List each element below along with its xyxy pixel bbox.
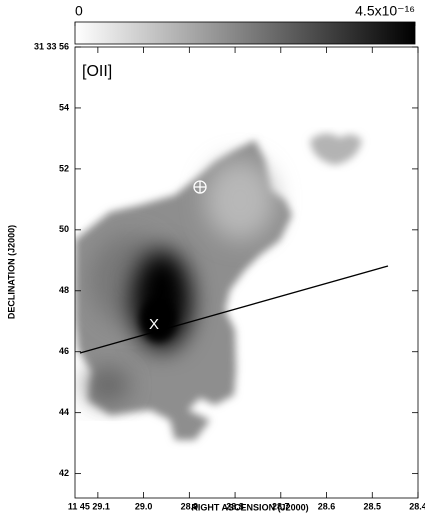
- x-tick-label: 28.7: [272, 501, 290, 511]
- colorbar-label: 0: [75, 3, 83, 19]
- y-tick-label: 46: [59, 346, 69, 356]
- y-axis-label: DECLINATION (J2000): [6, 225, 16, 319]
- y-tick-label: 54: [59, 102, 69, 112]
- plot-frame: [74, 46, 419, 499]
- x-tick-label: 28.6: [318, 501, 336, 511]
- x-tick-label: 11 45 29.1: [68, 501, 110, 511]
- y-tick-label: 52: [59, 163, 69, 173]
- x-axis-label: RIGHT ASCENSION (J2000): [191, 502, 308, 512]
- y-tick-label: 48: [59, 285, 69, 295]
- emission-region: [86, 367, 130, 403]
- y-tick-label: 31 33 56: [34, 41, 69, 51]
- colorbar: [74, 21, 416, 45]
- y-tick-label: 50: [59, 224, 69, 234]
- emission-map: [75, 133, 389, 440]
- slit: [79, 265, 389, 354]
- x-tick-label: 28.9: [181, 501, 199, 511]
- y-tick-label: 42: [59, 468, 69, 478]
- x-tick-label: 29.0: [135, 501, 153, 511]
- panel-label: [OII]: [82, 63, 112, 80]
- emission-region: [310, 133, 362, 165]
- emission-core: [140, 298, 176, 342]
- marker-label: X: [149, 316, 159, 333]
- y-tick-label: 44: [59, 407, 69, 417]
- x-tick-label: 28.4: [409, 501, 425, 511]
- colorbar-label: 4.5x10⁻¹⁶: [355, 3, 415, 19]
- x-tick-label: 28.5: [364, 501, 382, 511]
- x-tick-label: 28.8: [226, 501, 244, 511]
- emission-region: [205, 160, 275, 240]
